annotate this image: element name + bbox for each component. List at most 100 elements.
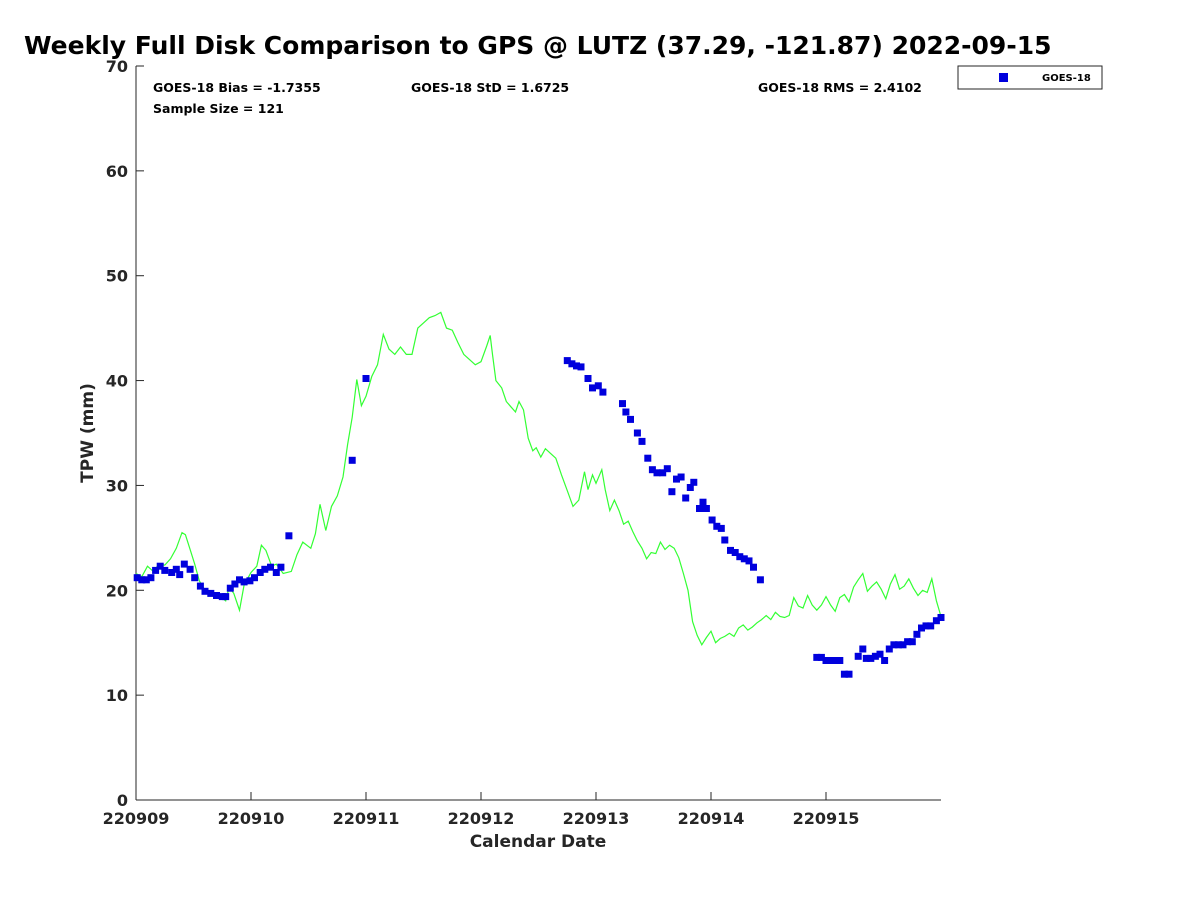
series-line-path [135,311,942,647]
data-point [142,576,150,584]
y-axis-label: TPW (mm) [78,383,98,483]
data-point [584,375,592,382]
data-point [862,654,870,662]
data-point [589,384,596,392]
data-point [899,641,907,649]
data-point [750,563,757,571]
data-point [736,553,744,561]
data-point [682,494,690,502]
x-tick-label: 220915 [793,809,860,828]
stat-std: GOES-18 StD = 1.6725 [411,80,569,95]
data-point [817,653,825,661]
y-tick-label: 20 [106,581,128,600]
data-point [668,488,676,496]
data-point [937,614,945,621]
data-point [822,657,830,664]
data-point [207,589,215,597]
data-point [756,576,764,584]
data-point [168,569,176,576]
data-point [277,563,285,571]
data-point [659,469,667,477]
data-point [563,357,571,365]
axes [135,66,941,801]
data-point [599,388,607,396]
data-point [201,587,209,595]
data-point [827,657,835,664]
data-point [568,360,576,368]
data-point [831,657,839,664]
data-point [699,498,707,506]
data-point [619,400,626,408]
data-point [881,657,889,664]
data-point [673,475,680,483]
data-point [261,565,269,573]
data-point [702,505,710,512]
data-point [272,569,280,576]
data-point [172,565,180,573]
data-point [663,465,671,473]
chart-title: Weekly Full Disk Comparison to GPS @ LUT… [24,31,1052,60]
data-point [932,617,940,625]
data-point [348,456,356,464]
data-point [256,569,264,576]
data-point [251,574,258,582]
data-point [180,560,188,568]
x-tick-label: 220913 [563,809,630,828]
data-point [594,382,602,390]
data-point [161,566,169,574]
y-tick-label: 0 [117,791,128,810]
data-point [196,582,204,590]
y-tick-label: 30 [106,476,128,495]
data-point [152,566,160,574]
series-line [135,311,942,647]
y-tick-label: 40 [106,372,128,391]
data-point [890,641,898,649]
data-point [745,557,753,565]
data-point [871,652,879,660]
data-point [686,484,694,491]
x-axis-ticks: 220909 220910 220911 220912 220913 220914 2209… [103,792,860,828]
data-point [836,657,844,664]
data-point [246,577,254,585]
data-point [813,653,821,661]
data-point [285,532,293,540]
data-point [138,576,146,584]
x-tick-label: 220909 [103,809,170,828]
x-tick-label: 220914 [678,809,745,828]
data-point [573,362,580,370]
data-point [156,562,164,570]
data-point [222,593,230,601]
data-point [731,549,739,556]
data-point [186,565,194,573]
data-point [913,630,921,638]
data-point [362,375,370,382]
stat-rms: GOES-18 RMS = 2.4102 [758,80,922,95]
data-point [231,580,239,588]
x-tick-label: 220912 [448,809,515,828]
data-point [895,641,902,649]
data-point [854,652,862,660]
data-point [885,645,893,653]
y-tick-label: 60 [106,162,128,181]
data-point [859,645,867,653]
legend-marker [999,73,1008,82]
x-axis-label: Calendar Date [470,832,607,852]
data-point [191,574,199,582]
data-point [740,555,748,563]
data-point [927,622,935,630]
data-point [708,516,716,524]
y-tick-label: 10 [106,686,128,705]
data-point [721,536,729,544]
data-point [713,522,721,530]
y-axis-ticks: 0 10 20 30 40 50 60 70 [106,57,144,810]
data-point [622,408,630,416]
data-point [908,638,916,646]
data-point [845,670,853,678]
data-point [696,505,703,512]
data-point [638,437,646,445]
x-tick-label: 220911 [333,809,400,828]
goes18-points [133,357,945,678]
data-point [876,650,884,658]
data-point [267,563,274,571]
